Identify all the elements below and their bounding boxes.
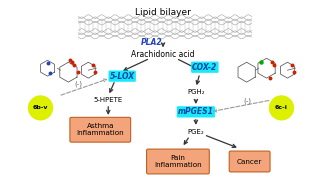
Text: Asthma
Inflammation: Asthma Inflammation [77,123,124,136]
Text: Arachidonic acid: Arachidonic acid [131,50,195,59]
Text: Lipid bilayer: Lipid bilayer [135,8,191,17]
Text: COX-2: COX-2 [192,63,217,72]
Text: 5-LOX: 5-LOX [110,72,135,81]
Text: 6c-i: 6c-i [275,105,288,110]
Text: 6b-v: 6b-v [33,105,48,110]
Text: (-): (-) [74,81,82,87]
FancyBboxPatch shape [70,117,131,142]
Text: PGE₂: PGE₂ [187,129,204,135]
Text: PGH₂: PGH₂ [187,89,205,95]
Text: (-): (-) [244,98,252,104]
Text: mPGES1: mPGES1 [178,107,214,116]
Text: PLA2: PLA2 [141,38,163,47]
Text: 5-HPETE: 5-HPETE [94,97,123,103]
FancyBboxPatch shape [229,151,270,172]
Circle shape [269,96,293,120]
Text: Cancer: Cancer [237,159,262,164]
FancyBboxPatch shape [146,149,209,174]
Circle shape [28,96,52,120]
Text: Pain
Inflammation: Pain Inflammation [154,155,202,168]
